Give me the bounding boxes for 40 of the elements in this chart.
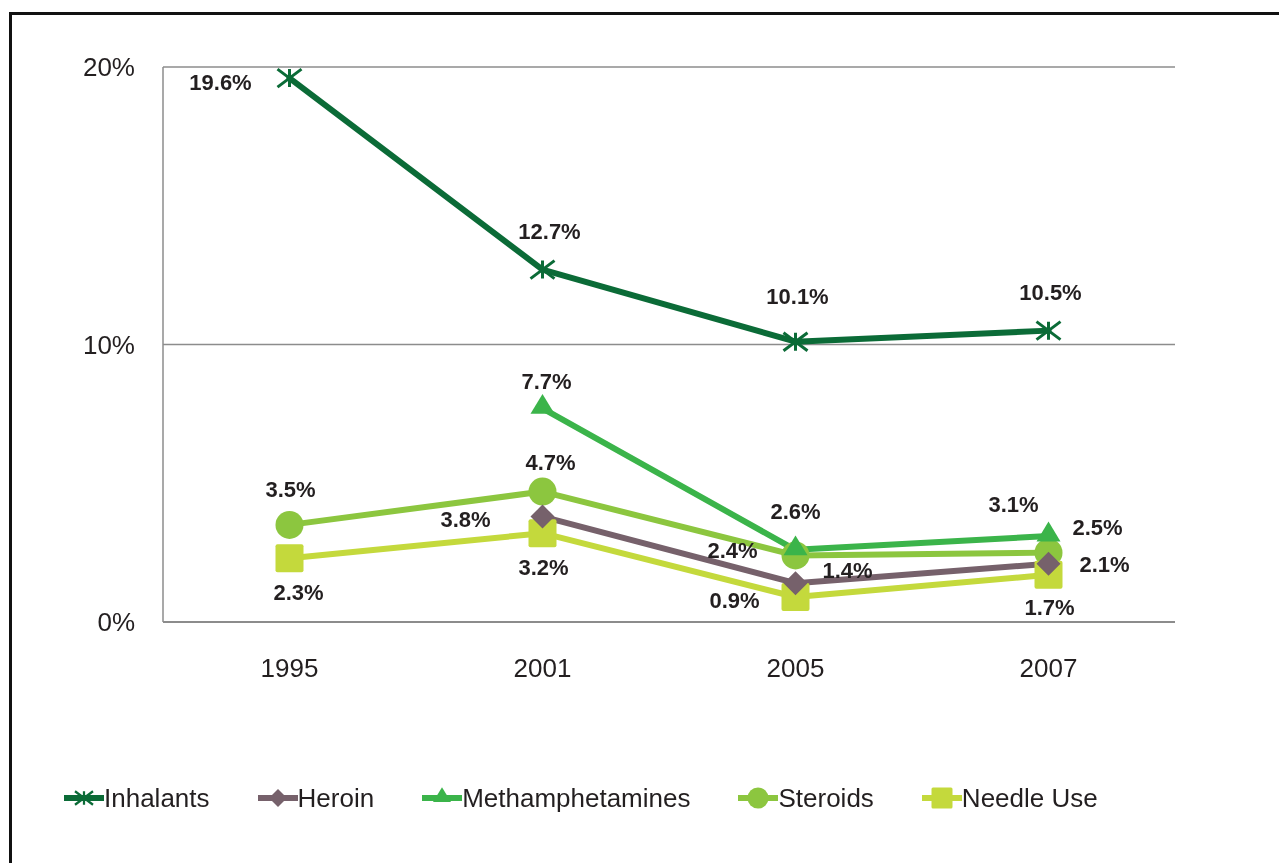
legend-label: Needle Use <box>961 782 1098 814</box>
point <box>275 510 304 539</box>
data-label: 2.6% <box>770 499 821 525</box>
point <box>530 504 555 529</box>
point <box>1036 551 1061 576</box>
data-label: 3.8% <box>440 507 491 533</box>
data-label: 19.6% <box>189 69 252 95</box>
data-label: 1.7% <box>1024 595 1075 621</box>
y-tick-label: 0% <box>97 607 135 638</box>
point <box>783 571 808 596</box>
data-label: 12.7% <box>518 219 581 245</box>
x-tick-label: 2007 <box>1019 653 1078 684</box>
data-label: 10.5% <box>1019 280 1082 306</box>
data-label: 3.1% <box>988 492 1039 518</box>
point <box>782 331 809 353</box>
legend-label: Methamphetamines <box>462 782 691 814</box>
data-label: 7.7% <box>521 368 572 394</box>
point <box>528 477 557 506</box>
point <box>275 544 304 573</box>
legend-label: Heroin <box>297 782 375 814</box>
point <box>1035 320 1062 342</box>
data-label: 2.1% <box>1079 552 1130 578</box>
x-tick-label: 1995 <box>260 653 319 684</box>
data-label: 1.4% <box>822 557 873 583</box>
data-label: 3.5% <box>265 477 316 503</box>
point <box>276 67 303 89</box>
data-label: 10.1% <box>766 284 829 310</box>
y-tick-label: 20% <box>82 52 135 83</box>
data-label: 0.9% <box>709 587 760 613</box>
data-label: 3.2% <box>518 554 569 580</box>
y-tick-label: 10% <box>82 329 135 360</box>
x-tick-label: 2005 <box>766 653 825 684</box>
legend-label: Steroids <box>778 782 874 814</box>
point <box>529 259 556 281</box>
data-label: 2.5% <box>1072 515 1123 541</box>
data-label: 2.4% <box>707 537 758 563</box>
legend-label: Inhalants <box>104 782 210 814</box>
x-tick-label: 2001 <box>513 653 572 684</box>
data-label: 2.3% <box>273 579 324 605</box>
data-label: 4.7% <box>525 450 576 476</box>
